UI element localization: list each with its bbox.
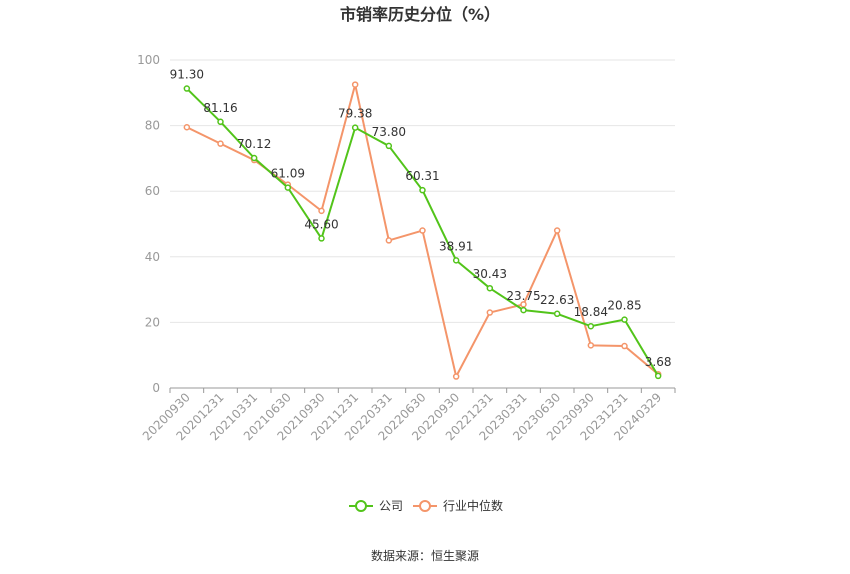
data-point[interactable] — [553, 310, 561, 318]
y-tick-label: 20 — [145, 315, 160, 329]
data-label: 18.84 — [574, 305, 608, 319]
data-point[interactable] — [654, 372, 662, 380]
y-tick-label: 80 — [145, 119, 160, 133]
data-label: 60.31 — [405, 169, 439, 183]
data-point[interactable] — [250, 154, 258, 162]
y-tick-label: 0 — [152, 381, 160, 395]
data-point[interactable] — [385, 237, 393, 244]
data-point[interactable] — [318, 235, 325, 242]
source-note: 数据来源：恒生聚源 — [371, 548, 479, 563]
data-label: 22.63 — [540, 293, 574, 307]
data-point[interactable] — [587, 342, 595, 349]
data-point[interactable] — [351, 124, 359, 131]
data-point[interactable] — [452, 373, 460, 380]
data-label: 45.60 — [304, 217, 338, 231]
legend-label-company: 公司 — [379, 499, 403, 513]
legend-marker-industry-median — [419, 500, 431, 512]
legend-item-company[interactable]: 公司 — [349, 499, 403, 513]
data-point[interactable] — [452, 257, 460, 264]
data-point[interactable] — [419, 186, 426, 194]
x-axis: 2020093020201231202103312021063020210930… — [140, 387, 676, 443]
y-axis: 0 20 40 60 80 100 — [137, 53, 160, 395]
chart-title: 市销率历史分位（%） — [340, 5, 500, 24]
data-point[interactable] — [217, 140, 224, 147]
data-label: 79.38 — [338, 107, 372, 121]
data-label: 3.68 — [645, 355, 672, 369]
y-tick-label: 40 — [145, 250, 160, 264]
data-point[interactable] — [621, 316, 628, 323]
data-point[interactable] — [621, 342, 628, 350]
data-label: 20.85 — [607, 299, 641, 313]
data-label: 70.12 — [237, 137, 271, 151]
data-label: 30.43 — [473, 267, 507, 281]
data-point[interactable] — [183, 85, 191, 92]
data-point[interactable] — [284, 184, 292, 191]
data-point[interactable] — [520, 306, 527, 314]
data-label: 73.80 — [372, 125, 406, 139]
data-label: 38.91 — [439, 239, 473, 253]
data-point[interactable] — [419, 227, 426, 234]
legend-label-industry-median: 行业中位数 — [443, 498, 503, 513]
data-point[interactable] — [486, 309, 494, 316]
data-point[interactable] — [351, 81, 359, 88]
data-point[interactable] — [318, 207, 325, 215]
grid — [170, 59, 675, 389]
data-label: 23.75 — [506, 289, 540, 303]
y-tick-label: 60 — [145, 184, 160, 198]
legend-item-industry-median[interactable]: 行业中位数 — [413, 498, 503, 513]
data-point[interactable] — [486, 284, 494, 292]
legend: 公司 行业中位数 — [349, 498, 503, 513]
data-point[interactable] — [587, 322, 595, 330]
series-layer — [183, 81, 662, 380]
y-tick-label: 100 — [137, 53, 160, 67]
data-point[interactable] — [553, 227, 561, 234]
data-label: 91.30 — [170, 68, 204, 82]
data-label: 61.09 — [271, 167, 305, 181]
data-point[interactable] — [183, 123, 191, 131]
data-point[interactable] — [385, 142, 393, 150]
data-label: 81.16 — [203, 101, 237, 115]
data-point[interactable] — [217, 118, 224, 126]
legend-marker-company — [355, 500, 367, 512]
